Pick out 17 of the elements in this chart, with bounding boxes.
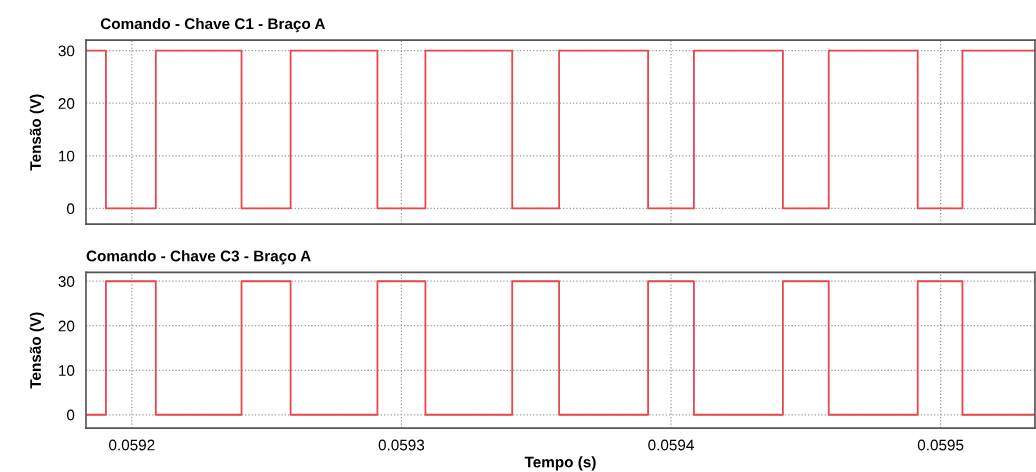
- y-tick-label: 20: [58, 320, 75, 332]
- chart-title: Comando - Chave C3 - Braço A: [86, 250, 311, 265]
- y-tick-label: 10: [59, 365, 75, 376]
- y-tick-label: 20: [58, 98, 75, 109]
- x-tick-label: 0.0594: [648, 439, 694, 451]
- y-tick-label: 30: [58, 45, 75, 57]
- y-tick-label: 0: [66, 203, 75, 215]
- y-tick-label: 10: [59, 150, 75, 162]
- x-tick-label: 0.0592: [109, 439, 155, 451]
- y-tick-label: 30: [58, 276, 75, 287]
- x-axis-title: Tempo (s): [524, 456, 596, 471]
- x-tick-label: 0.0593: [378, 439, 425, 451]
- y-axis-title: Tensão (V): [29, 94, 44, 171]
- y-tick-label: 0: [66, 409, 75, 421]
- y-axis-title: Tensão (V): [29, 312, 44, 389]
- x-tick-label: 0.0595: [917, 439, 964, 451]
- chart-title: Comando - Chave C1 - Braço A: [100, 17, 326, 33]
